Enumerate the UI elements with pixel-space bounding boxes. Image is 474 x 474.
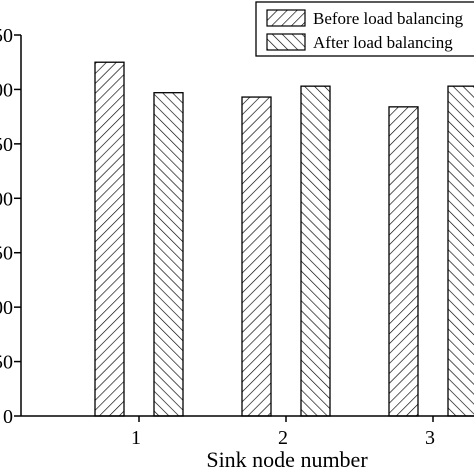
y-tick-label: 0 <box>3 406 13 428</box>
legend-label: After load balancing <box>313 33 453 52</box>
bar-series2-cat2 <box>300 85 331 417</box>
x-tick-label: 2 <box>278 427 288 449</box>
legend-swatch <box>266 33 306 51</box>
bar-series2-cat3 <box>447 85 474 417</box>
y-axis-ticks: 0 50 00 50 00 50 00 50 <box>0 25 21 428</box>
y-tick-label: 00 <box>0 297 13 319</box>
x-tick-label: 1 <box>131 427 141 449</box>
legend-swatch <box>266 9 306 27</box>
bar-series1-cat1 <box>94 61 125 417</box>
y-tick-label: 50 <box>0 352 13 374</box>
legend: Before load balancing After load balancin… <box>255 1 474 57</box>
bar-series2-cat1 <box>153 92 184 417</box>
y-tick-label: 50 <box>0 134 13 156</box>
y-tick-label: 00 <box>0 79 13 101</box>
bar-series1-cat2 <box>241 96 272 417</box>
x-tick-label: 3 <box>425 427 435 449</box>
x-axis-title: Sink node number <box>206 447 368 472</box>
legend-label: Before load balancing <box>313 9 464 28</box>
bar-series1-cat3 <box>388 106 419 417</box>
y-tick-label: 50 <box>0 25 13 47</box>
x-axis-ticks: 1 2 3 <box>131 416 435 449</box>
y-tick-label: 00 <box>0 188 13 210</box>
bars <box>94 61 474 417</box>
y-tick-label: 50 <box>0 243 13 265</box>
